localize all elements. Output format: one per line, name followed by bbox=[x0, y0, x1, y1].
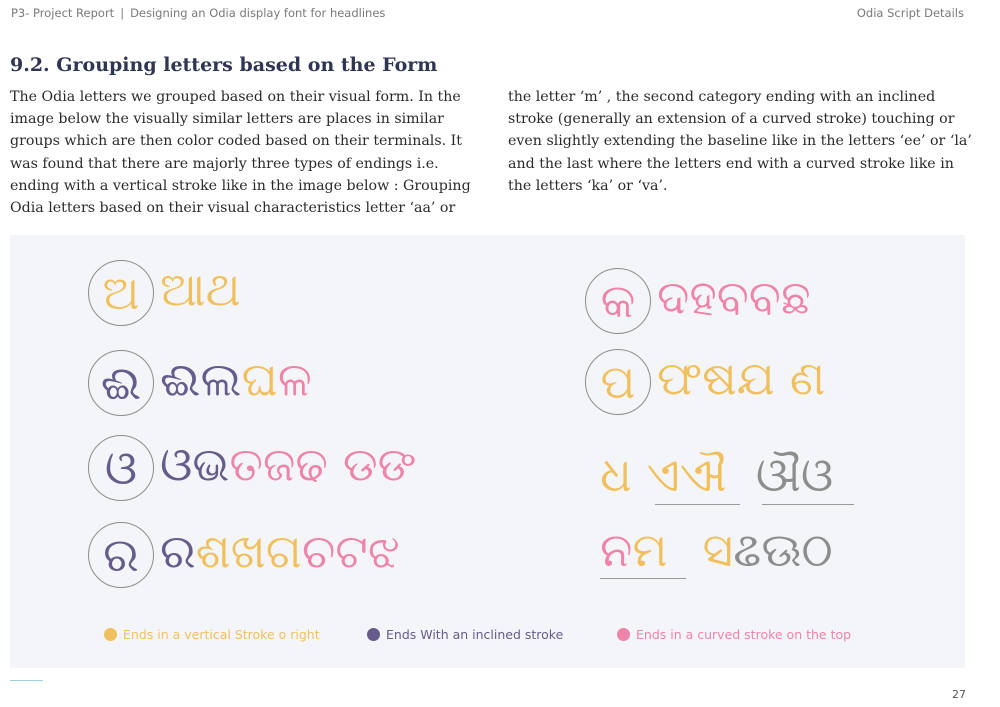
group-base-letter: କ bbox=[585, 268, 651, 334]
group-row-3: ଓ ଓଭତଜଢ ଡଙ bbox=[88, 435, 417, 501]
group-letters-pink: ତଜଢ ଡଙ bbox=[229, 437, 417, 493]
project-subtitle: Designing an Odia display font for headl… bbox=[130, 6, 386, 20]
legend-swatch-pink bbox=[617, 628, 630, 641]
group-letters-yellow: ମ bbox=[632, 523, 668, 578]
group-base-letter: ଓ bbox=[88, 435, 154, 501]
letter-grouping-figure bbox=[10, 235, 965, 668]
legend-label: Ends With an inclined stroke bbox=[386, 627, 564, 642]
group-row-6: ପ ଫଷଯ ଣ bbox=[585, 349, 825, 415]
legend-swatch-yellow bbox=[104, 628, 117, 641]
group-letters-yellow: ଶଖଗ bbox=[195, 524, 302, 580]
group-letters-grey: ଔଓ bbox=[755, 448, 834, 503]
legend-item-curved: Ends in a curved stroke on the top bbox=[617, 627, 851, 642]
baseline-underline bbox=[762, 504, 854, 505]
group-base-letter: ଈ bbox=[88, 350, 154, 416]
group-row-4: ର ରଶଖଗଚଟଝ bbox=[88, 522, 400, 588]
group-letters-pink: ଳ bbox=[277, 352, 312, 408]
group-letters-yellow: ଫଷଯ ଣ bbox=[657, 351, 826, 407]
group-letters-purple: ର bbox=[160, 524, 196, 580]
page-number: 27 bbox=[952, 688, 966, 701]
footer-rule bbox=[10, 680, 43, 681]
baseline-underline bbox=[655, 504, 740, 505]
group-row-5: କ ଦହବବଛ bbox=[585, 268, 811, 334]
legend-label: Ends in a curved stroke on the top bbox=[636, 627, 852, 642]
group-letters-yellow: ସ bbox=[702, 523, 734, 578]
group-letters-purple: ଓଭ bbox=[160, 437, 230, 493]
group-row-1: ଅ ଆଥ bbox=[88, 260, 241, 326]
baseline-underline bbox=[600, 578, 686, 579]
group-base-letter: ର bbox=[88, 522, 154, 588]
group-letters-pink: ଚଟଝ bbox=[301, 524, 400, 580]
group-letters-pink: ଦହବବଛ bbox=[657, 270, 811, 326]
group-base-letter: ପ bbox=[585, 349, 651, 415]
project-label: P3- Project Report bbox=[11, 6, 115, 20]
group-letters-pink: ନ bbox=[600, 523, 633, 578]
legend-label: Ends in a vertical Stroke o right bbox=[123, 627, 320, 642]
group-base-letter: ଅ bbox=[88, 260, 154, 326]
running-header-left: P3- Project Report | Designing an Odia dis… bbox=[11, 6, 385, 20]
group-letters-yellow: ଘ bbox=[241, 352, 278, 408]
body-text-left: The Odia letters we grouped based on the… bbox=[10, 89, 471, 217]
section-heading: 9.2. Grouping letters based on the Form bbox=[10, 54, 438, 76]
group-row-8: ନମ ସଌଊଠ bbox=[600, 522, 833, 580]
legend-swatch-purple bbox=[367, 628, 380, 641]
group-row-7: ଧ ଏଐ ଔଓ bbox=[600, 447, 833, 505]
legend-item-vertical: Ends in a vertical Stroke o right bbox=[104, 627, 320, 642]
header-separator: | bbox=[120, 6, 125, 20]
group-letters-yellow: ଆଥ bbox=[160, 262, 241, 318]
running-header-right: Odia Script Details bbox=[856, 6, 964, 20]
group-letters-yellow: ଧ ଏଐ bbox=[600, 448, 727, 503]
legend-item-inclined: Ends With an inclined stroke bbox=[367, 627, 563, 642]
group-letters-purple: ଈଲ bbox=[160, 352, 242, 408]
group-letters-grey: ଌଊଠ bbox=[733, 523, 833, 578]
body-text-right: the letter ‘m’ , the second category end… bbox=[508, 89, 972, 194]
group-row-2: ଈ ଈଲଘଳ bbox=[88, 350, 312, 416]
